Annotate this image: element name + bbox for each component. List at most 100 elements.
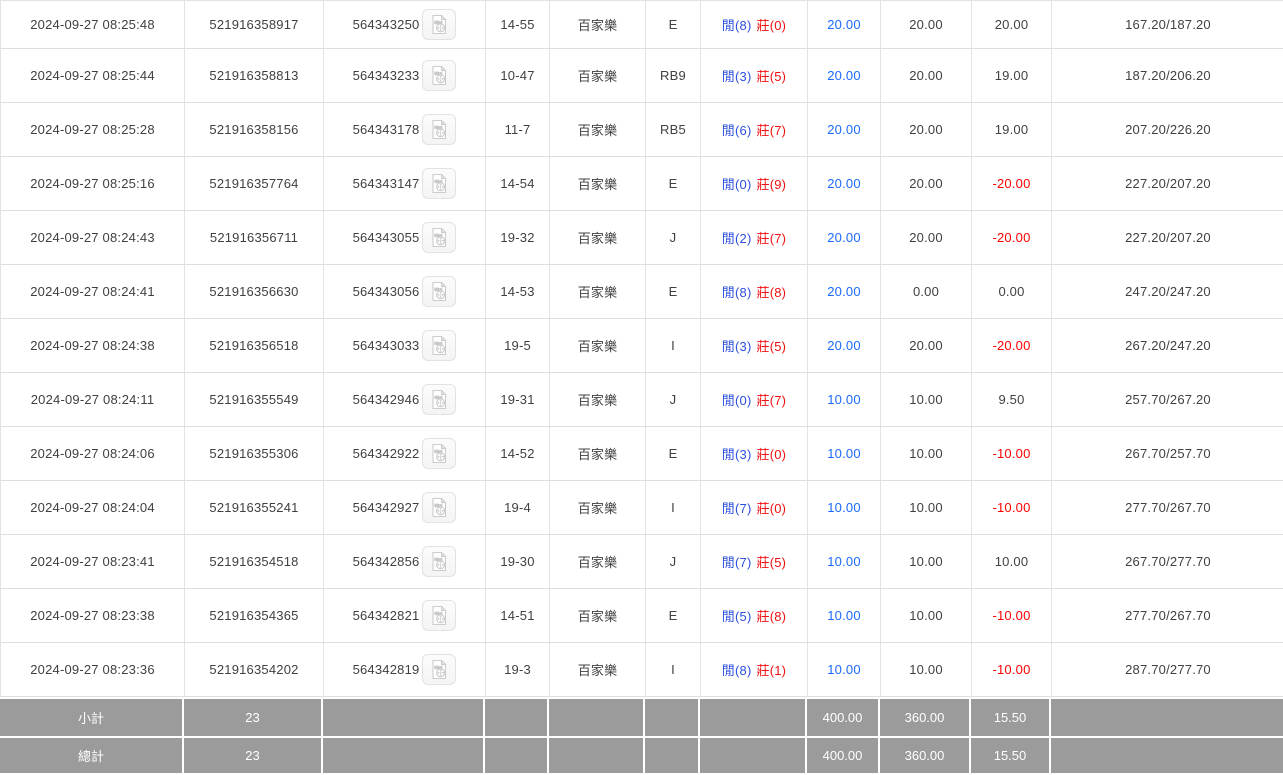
bet-amount-link[interactable]: 10.00 <box>808 373 881 426</box>
bet-amount-link[interactable]: 20.00 <box>808 265 881 318</box>
summary-empty <box>549 738 645 773</box>
score-cell: 閒(8) 莊(1) <box>701 643 808 696</box>
valid-bet-cell: 10.00 <box>881 427 972 480</box>
summary-winloss-total: 15.50 <box>971 699 1051 736</box>
balance-cell: 227.20/207.20 <box>1125 230 1211 245</box>
table-round-cell: 14-54 <box>486 157 550 210</box>
video-replay-icon[interactable] <box>422 60 457 91</box>
table-round-cell: 19-32 <box>486 211 550 264</box>
video-replay-icon[interactable] <box>422 276 457 307</box>
valid-bet-cell: 10.00 <box>881 373 972 426</box>
bet-id-cell: 521916354365 <box>185 589 324 642</box>
winloss-cell: -10.00 <box>972 481 1052 534</box>
player-score: 閒(3) <box>721 447 752 462</box>
bet-amount-link[interactable]: 10.00 <box>808 427 881 480</box>
result-code-cell: E <box>646 265 701 318</box>
bet-amount-link[interactable]: 20.00 <box>808 319 881 372</box>
bet-amount-link[interactable]: 10.00 <box>808 589 881 642</box>
time-cell: 2024-09-27 08:23:36 <box>1 643 185 696</box>
banker-score: 莊(5) <box>756 69 787 84</box>
round-id: 564343033 <box>352 338 420 353</box>
game-type-cell: 百家樂 <box>550 103 646 156</box>
video-replay-icon[interactable] <box>422 9 457 40</box>
summary-count: 23 <box>184 699 323 736</box>
table-row: 2024-09-27 08:24:41 521916356630 564343056… <box>1 265 1283 319</box>
summary-empty <box>549 699 645 736</box>
result-code-cell: I <box>646 319 701 372</box>
video-replay-icon[interactable] <box>422 600 457 631</box>
winloss-cell: 0.00 <box>972 265 1052 318</box>
round-cell: 564343147 <box>324 157 486 210</box>
game-type-cell: 百家樂 <box>550 1 646 48</box>
banker-score: 莊(8) <box>756 609 787 624</box>
score-cell: 閒(7) 莊(5) <box>701 535 808 588</box>
balance-cell: 277.70/267.70 <box>1125 608 1211 623</box>
bet-amount-link[interactable]: 10.00 <box>808 535 881 588</box>
balance-cell: 167.20/187.20 <box>1125 17 1211 32</box>
round-cell: 564342946 <box>324 373 486 426</box>
score-cell: 閒(8) 莊(0) <box>701 1 808 48</box>
result-code-cell: E <box>646 589 701 642</box>
bet-amount-link[interactable]: 10.00 <box>808 643 881 696</box>
time-cell: 2024-09-27 08:25:16 <box>1 157 185 210</box>
bet-amount-link[interactable]: 20.00 <box>808 157 881 210</box>
table-round-cell: 10-47 <box>486 49 550 102</box>
bet-id-cell: 521916355306 <box>185 427 324 480</box>
player-score: 閒(2) <box>721 231 752 246</box>
summary-empty <box>323 738 485 773</box>
bet-amount-link[interactable]: 20.00 <box>808 49 881 102</box>
time-cell: 2024-09-27 08:25:48 <box>1 1 185 48</box>
round-id: 564342922 <box>352 446 420 461</box>
result-code-cell: E <box>646 1 701 48</box>
round-cell: 564342856 <box>324 535 486 588</box>
video-replay-icon[interactable] <box>422 654 457 685</box>
player-score: 閒(7) <box>721 555 752 570</box>
round-id: 564343250 <box>352 17 420 32</box>
result-code-cell: J <box>646 211 701 264</box>
bet-amount-link[interactable]: 20.00 <box>808 103 881 156</box>
table-row: 2024-09-27 08:24:38 521916356518 564343033… <box>1 319 1283 373</box>
summary-bet-total: 400.00 <box>807 699 880 736</box>
video-replay-icon[interactable] <box>422 330 457 361</box>
score-cell: 閒(8) 莊(8) <box>701 265 808 318</box>
game-type-cell: 百家樂 <box>550 49 646 102</box>
round-id: 564342927 <box>352 500 420 515</box>
valid-bet-cell: 0.00 <box>881 265 972 318</box>
table-round-cell: 19-4 <box>486 481 550 534</box>
round-cell: 564342821 <box>324 589 486 642</box>
player-score: 閒(8) <box>721 285 752 300</box>
round-cell: 564342927 <box>324 481 486 534</box>
bet-id-cell: 521916358156 <box>185 103 324 156</box>
table-round-cell: 11-7 <box>486 103 550 156</box>
round-cell: 564343233 <box>324 49 486 102</box>
game-type-cell: 百家樂 <box>550 589 646 642</box>
score-cell: 閒(3) 莊(5) <box>701 319 808 372</box>
time-cell: 2024-09-27 08:24:04 <box>1 481 185 534</box>
score-cell: 閒(2) 莊(7) <box>701 211 808 264</box>
video-replay-icon[interactable] <box>422 384 457 415</box>
video-replay-icon[interactable] <box>422 546 457 577</box>
valid-bet-cell: 10.00 <box>881 589 972 642</box>
video-replay-icon[interactable] <box>422 492 457 523</box>
time-cell: 2024-09-27 08:23:41 <box>1 535 185 588</box>
time-cell: 2024-09-27 08:24:06 <box>1 427 185 480</box>
score-cell: 閒(6) 莊(7) <box>701 103 808 156</box>
bet-amount-link[interactable]: 20.00 <box>808 1 881 48</box>
summary-valid-total: 360.00 <box>880 738 971 773</box>
video-replay-icon[interactable] <box>422 114 457 145</box>
time-cell: 2024-09-27 08:24:11 <box>1 373 185 426</box>
table-row: 2024-09-27 08:25:16 521916357764 564343147… <box>1 157 1283 211</box>
time-cell: 2024-09-27 08:25:28 <box>1 103 185 156</box>
result-code-cell: I <box>646 643 701 696</box>
summary-empty <box>645 699 700 736</box>
banker-score: 莊(5) <box>756 339 787 354</box>
balance-cell: 267.70/257.70 <box>1125 446 1211 461</box>
video-replay-icon[interactable] <box>422 438 457 469</box>
total-row: 總計 23 400.00 360.00 15.50 <box>0 738 1283 773</box>
table-round-cell: 19-30 <box>486 535 550 588</box>
round-id: 564342819 <box>352 662 420 677</box>
video-replay-icon[interactable] <box>422 168 457 199</box>
bet-amount-link[interactable]: 10.00 <box>808 481 881 534</box>
video-replay-icon[interactable] <box>422 222 457 253</box>
bet-amount-link[interactable]: 20.00 <box>808 211 881 264</box>
